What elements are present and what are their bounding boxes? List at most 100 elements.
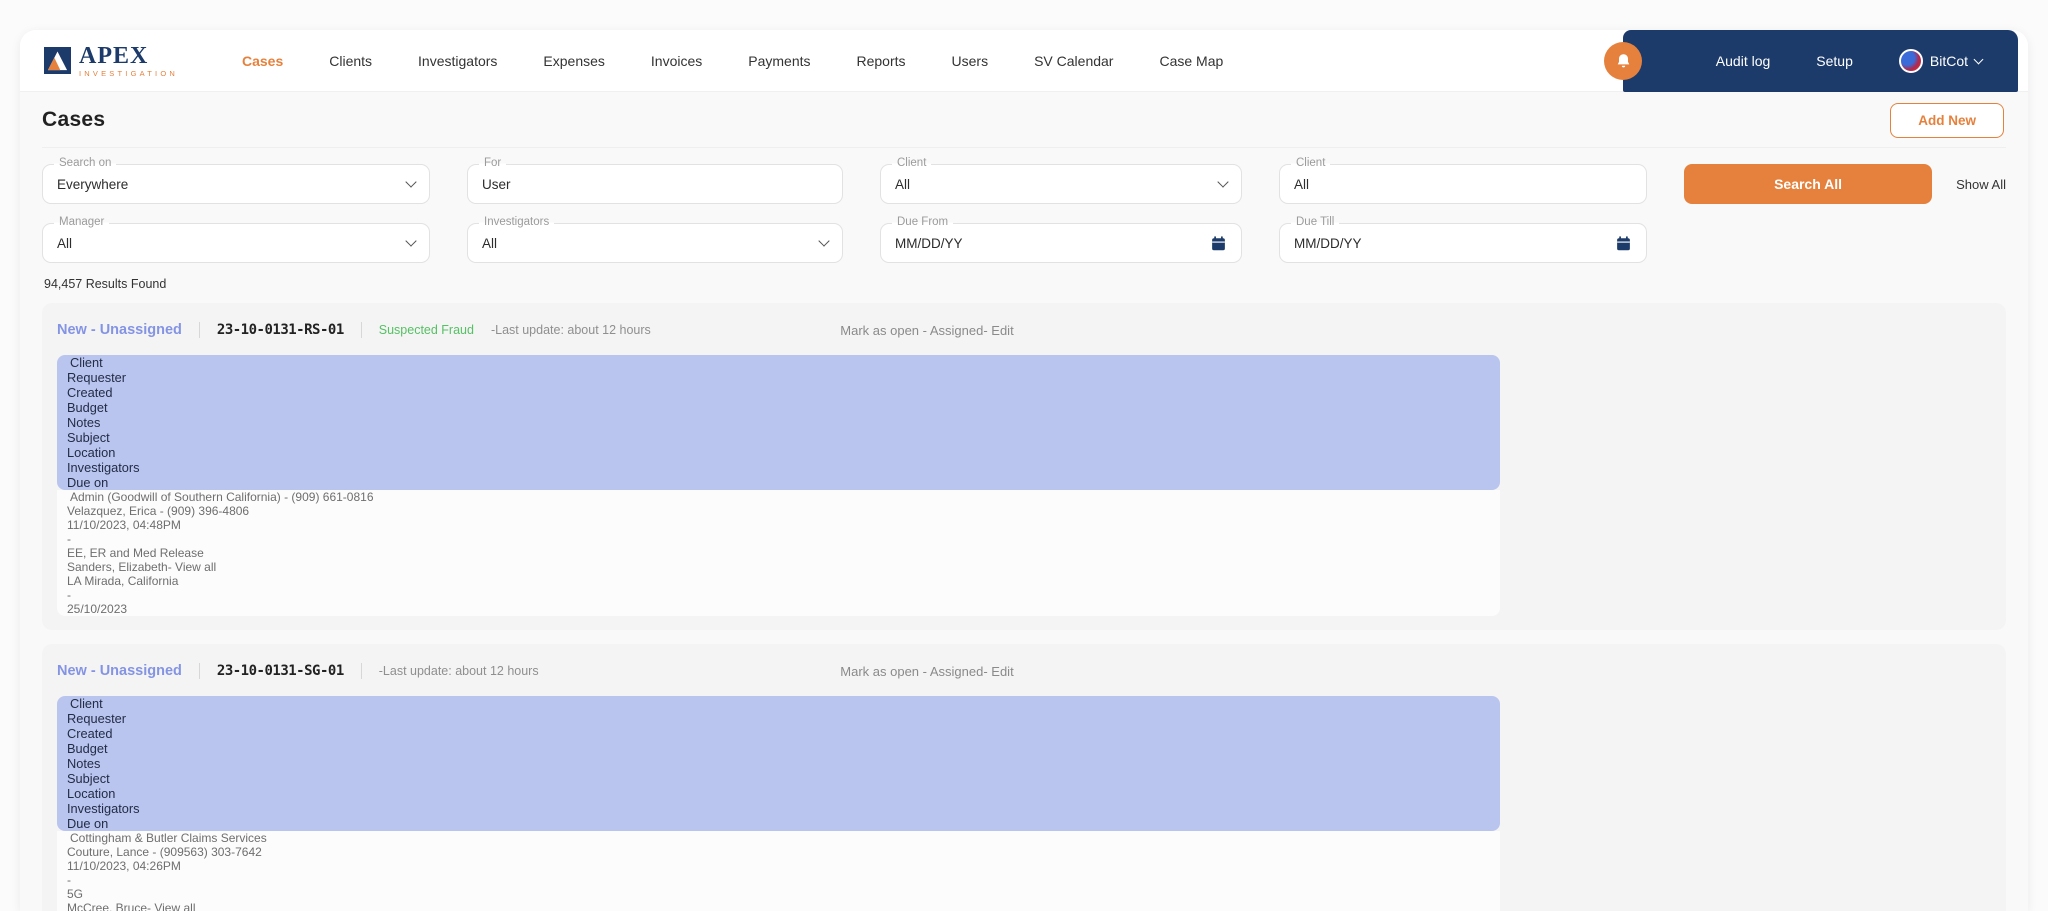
nav-item-investigators[interactable]: Investigators: [418, 52, 498, 69]
nav-item-reports[interactable]: Reports: [856, 52, 906, 69]
col-investigators: Investigators: [67, 460, 140, 475]
client2-label: Client: [1291, 157, 1331, 169]
cell-budget: -: [67, 532, 71, 546]
chevron-down-icon: [818, 235, 830, 247]
divider: [360, 322, 362, 338]
cell-subject[interactable]: Sanders, Elizabeth- View all: [67, 560, 217, 574]
case-status: New - Unassigned: [57, 663, 182, 679]
top-navigation-bar: APEX INVESTIGATION Cases Clients Investi…: [20, 30, 2028, 92]
client-select[interactable]: Client All: [880, 157, 1242, 204]
nav-item-payments[interactable]: Payments: [748, 52, 811, 69]
cell-subject[interactable]: McCree, Bruce- View all: [67, 901, 196, 911]
due-from-label: Due From: [892, 216, 954, 228]
user-menu[interactable]: BitCot: [1898, 49, 1984, 73]
bell-icon: [1617, 53, 1629, 67]
user-avatar: [1898, 49, 1923, 73]
cell-due-on: 25/10/2023: [67, 602, 128, 616]
cell-notes: 5G: [67, 887, 84, 901]
col-due-on: Due on: [67, 816, 109, 831]
calendar-icon: [1212, 235, 1225, 250]
col-notes: Notes: [67, 756, 101, 771]
brand-name: APEX: [79, 42, 149, 69]
nav-item-cases[interactable]: Cases: [241, 52, 284, 69]
due-till-value: MM/DD/YY: [1294, 235, 1362, 251]
nav-item-expenses[interactable]: Expenses: [543, 52, 605, 69]
due-till-label: Due Till: [1291, 216, 1340, 228]
cell-client: Admin (Goodwill of Southern California) …: [70, 490, 374, 504]
case-header: New - Unassigned 23-10-0131-SG-01 -Last …: [57, 654, 1991, 688]
filter-bar: Search on Everywhere For User Client All…: [42, 157, 2006, 263]
cell-requester: Velazquez, Erica - (909) 396-4806: [67, 504, 250, 518]
case-table: Client Requester Created Budget Notes Su…: [57, 355, 1500, 616]
user-toolbar: Audit log Setup BitCot: [1604, 30, 2018, 92]
col-notes: Notes: [67, 415, 101, 430]
page-header: Cases Add New: [42, 92, 2006, 148]
table-header-row: Client Requester Created Budget Notes Su…: [57, 696, 1500, 831]
cell-requester: Couture, Lance - (909563) 303-7642: [67, 845, 262, 859]
col-location: Location: [67, 786, 116, 801]
add-new-button[interactable]: Add New: [1890, 103, 2004, 138]
for-value: User: [482, 176, 511, 192]
cell-location: LA Mirada, California: [67, 574, 179, 588]
nav-item-case-map[interactable]: Case Map: [1159, 52, 1224, 69]
col-subject: Subject: [67, 771, 110, 786]
divider: [198, 663, 200, 679]
notifications-button[interactable]: [1604, 42, 1642, 80]
manager-value: All: [57, 235, 73, 251]
col-created: Created: [67, 726, 113, 741]
manager-select[interactable]: Manager All: [42, 216, 430, 263]
chevron-down-icon: [1217, 176, 1229, 188]
case-actions-link[interactable]: Mark as open - Assigned- Edit: [840, 322, 1014, 338]
last-update-text: -Last update: about 12 hours: [490, 323, 651, 337]
search-all-button[interactable]: Search All: [1684, 164, 1933, 204]
table-row: Cottingham & Butler Claims Services Cout…: [57, 831, 1500, 911]
app-window: APEX INVESTIGATION Cases Clients Investi…: [20, 30, 2028, 911]
nav-item-users[interactable]: Users: [951, 52, 989, 69]
brand-subtitle: INVESTIGATION: [79, 68, 178, 78]
col-budget: Budget: [67, 400, 108, 415]
search-actions: Search All Show All: [1684, 164, 2006, 204]
case-card: New - Unassigned 23-10-0131-SG-01 -Last …: [42, 644, 2006, 911]
show-all-link[interactable]: Show All: [1956, 176, 2006, 192]
setup-link[interactable]: Setup: [1816, 53, 1853, 69]
cell-client: Cottingham & Butler Claims Services: [70, 831, 267, 845]
nav-item-invoices[interactable]: Invoices: [650, 52, 703, 69]
divider: [198, 322, 200, 338]
col-created: Created: [67, 385, 113, 400]
divider: [360, 663, 362, 679]
case-number: 23-10-0131-RS-01: [216, 322, 344, 338]
case-number: 23-10-0131-SG-01: [216, 663, 344, 679]
last-update-text: -Last update: about 12 hours: [378, 664, 539, 678]
investigators-select[interactable]: Investigators All: [467, 216, 843, 263]
due-till-datepicker[interactable]: Due Till MM/DD/YY: [1279, 216, 1647, 263]
col-investigators: Investigators: [67, 801, 140, 816]
for-input[interactable]: For User: [467, 157, 843, 204]
case-tag: Suspected Fraud: [378, 323, 474, 337]
client-input[interactable]: Client All: [1279, 157, 1647, 204]
case-actions-link[interactable]: Mark as open - Assigned- Edit: [840, 663, 1014, 679]
cell-created: 11/10/2023, 04:26PM: [67, 859, 181, 873]
col-budget: Budget: [67, 741, 108, 756]
search-on-label: Search on: [54, 157, 117, 169]
cell-notes: EE, ER and Med Release: [67, 546, 204, 560]
chevron-down-icon: [405, 176, 417, 188]
due-from-value: MM/DD/YY: [895, 235, 963, 251]
user-name: BitCot: [1929, 53, 1968, 69]
page-content: Cases Add New Search on Everywhere For U…: [20, 92, 2028, 911]
client-label: Client: [892, 157, 932, 169]
calendar-icon: [1617, 235, 1630, 250]
manager-label: Manager: [54, 216, 110, 228]
table-row: Admin (Goodwill of Southern California) …: [57, 490, 1500, 616]
audit-log-link[interactable]: Audit log: [1715, 53, 1771, 69]
cell-investigators: -: [67, 588, 71, 602]
nav-item-sv-calendar[interactable]: SV Calendar: [1034, 52, 1114, 69]
col-requester: Requester: [67, 711, 127, 726]
cell-budget: -: [67, 873, 71, 887]
apex-logo: APEX INVESTIGATION: [44, 44, 178, 78]
due-from-datepicker[interactable]: Due From MM/DD/YY: [880, 216, 1242, 263]
col-subject: Subject: [67, 430, 110, 445]
investigators-value: All: [482, 235, 498, 251]
table-header-row: Client Requester Created Budget Notes Su…: [57, 355, 1500, 490]
nav-item-clients[interactable]: Clients: [329, 52, 373, 69]
search-on-select[interactable]: Search on Everywhere: [42, 157, 430, 204]
